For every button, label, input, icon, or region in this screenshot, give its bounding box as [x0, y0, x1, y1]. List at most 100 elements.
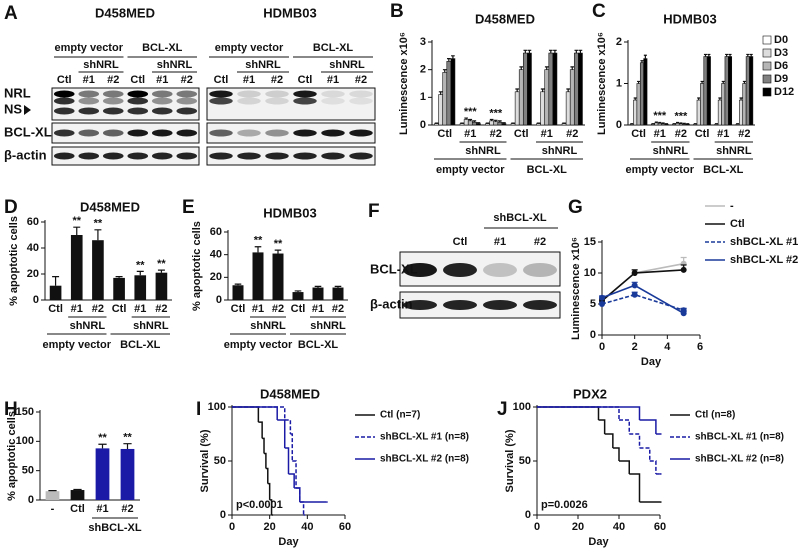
lane-label: #2 — [181, 74, 193, 86]
group-sublabel: shNRL — [70, 320, 106, 332]
blot-band — [293, 97, 317, 105]
group-label: empty vector — [224, 339, 293, 351]
bar — [745, 56, 750, 126]
error-bar — [679, 122, 683, 124]
x-tick-label: 0 — [599, 341, 605, 353]
x-tick-label: #1 — [312, 303, 324, 315]
chart-title: HDMB03 — [663, 11, 716, 26]
bar — [639, 62, 644, 126]
bar — [700, 83, 705, 126]
error-bar — [680, 310, 687, 314]
lane-label: #2 — [534, 236, 546, 248]
error-bar — [553, 49, 557, 54]
blot-band — [102, 152, 124, 160]
y-tick-label: 20 — [27, 268, 39, 280]
error-bar — [640, 60, 644, 63]
error-bar — [676, 121, 680, 124]
bar — [522, 52, 528, 126]
knockdown-label: shBCL-XL — [493, 212, 546, 224]
error-bar — [570, 66, 575, 70]
survival-step — [232, 406, 278, 420]
error-bar — [562, 122, 566, 124]
bar — [113, 277, 125, 300]
group-sublabel: shNRL — [653, 145, 689, 157]
survival-step — [604, 433, 614, 449]
error-bar — [548, 49, 553, 54]
bar — [45, 491, 60, 500]
blot-band — [78, 152, 100, 160]
lane-label: #2 — [271, 74, 283, 86]
x-tick-label: 4 — [664, 341, 671, 353]
row-label: BCL-XL — [370, 261, 418, 276]
y-tick-label: 0 — [220, 509, 226, 521]
chart-title: D458MED — [260, 386, 320, 401]
bar — [540, 91, 546, 126]
blot-band — [102, 129, 124, 137]
blot-band — [127, 97, 149, 105]
bar — [552, 52, 558, 126]
error-bar — [718, 97, 722, 101]
error-bar — [157, 269, 165, 273]
error-bar — [721, 80, 725, 84]
error-bar — [511, 122, 515, 124]
panel-letter: E — [182, 197, 195, 218]
error-bar — [739, 97, 743, 101]
group-sublabel: shNRL — [465, 145, 501, 157]
error-bar — [234, 283, 242, 286]
x-tick-label: #1 — [96, 503, 108, 515]
survival-step — [288, 473, 295, 488]
blot-band — [151, 152, 173, 160]
bar — [573, 52, 579, 126]
significance: ** — [254, 235, 263, 247]
panel-letter: F — [368, 201, 380, 222]
error-bar — [707, 53, 711, 57]
y-tick-label: 0 — [28, 494, 34, 506]
x-tick-label: #2 — [675, 128, 687, 140]
bar — [70, 235, 83, 300]
blot-frame — [206, 146, 376, 166]
bar — [675, 123, 680, 126]
bar — [292, 292, 304, 300]
blot-band — [53, 152, 75, 160]
y-tick-label: 0 — [33, 294, 39, 306]
bar — [636, 83, 641, 126]
legend-label: Ctl (n=8) — [695, 410, 735, 421]
panel-letter: D — [4, 197, 18, 218]
error-bar — [544, 66, 549, 70]
legend-swatch — [762, 87, 772, 97]
legend-label: shBCL-XL #2 (n=8) — [380, 454, 469, 465]
y-tick-label: 0 — [525, 509, 531, 521]
group-label: BCL-XL — [703, 164, 744, 176]
blot-frame — [51, 87, 200, 121]
bar — [450, 58, 456, 126]
error-bar — [680, 307, 687, 311]
bar — [661, 123, 666, 126]
x-tick-label: #1 — [464, 128, 476, 140]
error-bar — [294, 290, 302, 293]
bar — [742, 83, 747, 126]
error-bar — [489, 118, 494, 121]
group-sublabel: shBCL-XL — [88, 522, 141, 534]
row-label: NRL — [4, 85, 31, 100]
survival-step — [537, 406, 620, 420]
error-bar — [136, 270, 144, 276]
survival-step — [598, 419, 606, 434]
error-bar — [631, 269, 638, 273]
y-tick-label: 0 — [616, 119, 622, 131]
y-axis-label: % apoptotic cells — [8, 216, 20, 306]
x-tick-label: 40 — [613, 521, 625, 533]
lane-label: #2 — [355, 74, 367, 86]
x-tick-label: #1 — [717, 128, 729, 140]
error-bar — [446, 58, 451, 62]
error-bar — [631, 291, 638, 295]
lane-label: Ctl — [298, 74, 313, 86]
legend-swatch — [762, 61, 772, 71]
bar — [471, 121, 477, 126]
survival-step — [232, 406, 286, 420]
blot-band — [237, 97, 261, 105]
panel-letter: I — [196, 399, 201, 420]
significance: *** — [464, 106, 478, 118]
blot-band — [209, 152, 233, 160]
y-tick-label: 0 — [590, 329, 596, 341]
panel-letter: A — [4, 3, 18, 24]
